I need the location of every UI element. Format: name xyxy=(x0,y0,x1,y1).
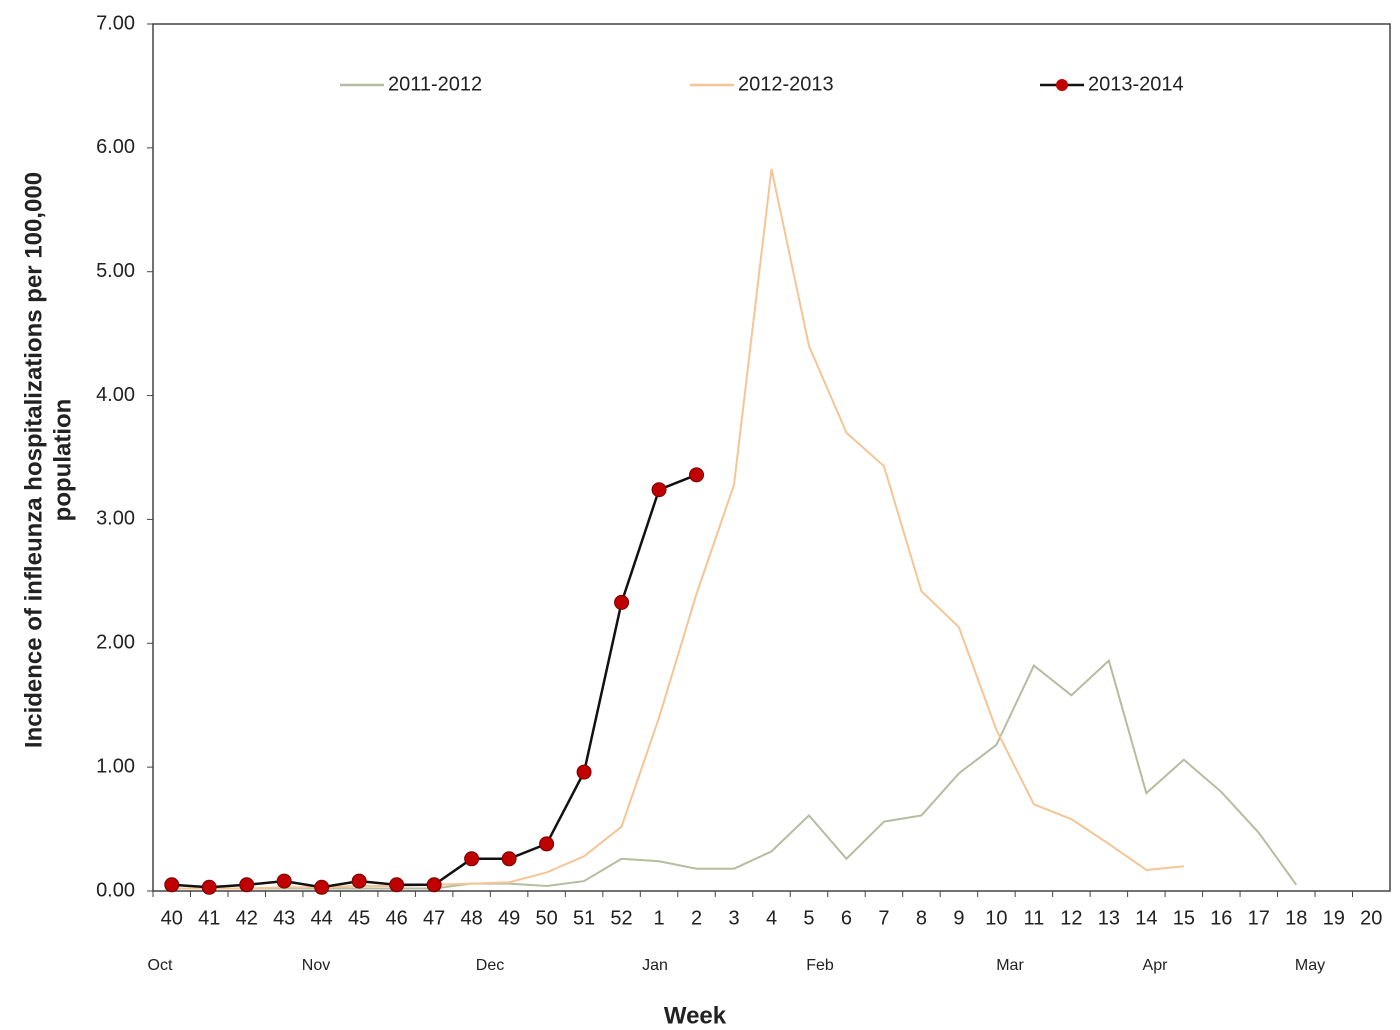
x-tick-label: 40 xyxy=(161,907,183,929)
y-axis-label: Incidence of infleunza hospitalizations … xyxy=(20,172,47,748)
legend-label: 2011-2012 xyxy=(388,73,482,95)
marker xyxy=(576,764,592,780)
x-tick-label: 43 xyxy=(273,907,295,929)
x-tick-label: 8 xyxy=(916,907,927,929)
y-tick-label: 1.00 xyxy=(96,755,135,777)
x-tick-label: 11 xyxy=(1024,907,1045,929)
series-line xyxy=(171,168,1184,890)
x-tick-label: 52 xyxy=(610,907,632,929)
x-tick-label: 45 xyxy=(348,907,370,929)
x-tick-label: 41 xyxy=(198,907,220,929)
legend-label: 2012-2013 xyxy=(738,73,834,95)
marker xyxy=(614,594,630,610)
y-tick-label: 3.00 xyxy=(96,508,135,530)
x-tick-label: 48 xyxy=(460,907,482,929)
x-tick-label: 17 xyxy=(1248,907,1270,929)
marker xyxy=(464,851,480,867)
month-label: Mar xyxy=(996,957,1024,974)
x-tick-label: 20 xyxy=(1360,907,1382,929)
x-tick-label: 4 xyxy=(766,907,777,929)
x-tick-label: 51 xyxy=(573,907,595,929)
x-tick-label: 14 xyxy=(1135,907,1157,929)
marker xyxy=(426,877,442,893)
y-tick-label: 2.00 xyxy=(96,632,135,654)
marker xyxy=(201,879,217,895)
y-tick-label: 5.00 xyxy=(96,260,135,282)
x-tick-label: 6 xyxy=(841,907,852,929)
x-tick-label: 46 xyxy=(386,907,408,929)
legend-marker xyxy=(1056,79,1068,91)
x-tick-label: 42 xyxy=(236,907,258,929)
x-tick-label: 49 xyxy=(498,907,520,929)
plot-frame xyxy=(152,23,1391,892)
marker xyxy=(276,873,292,889)
x-tick-label: 10 xyxy=(985,907,1007,929)
x-tick-label: 1 xyxy=(653,907,664,929)
x-tick-label: 19 xyxy=(1323,907,1345,929)
x-tick-label: 9 xyxy=(953,907,964,929)
y-tick-label: 7.00 xyxy=(96,12,135,34)
month-label: Feb xyxy=(806,957,834,974)
marker xyxy=(351,873,367,889)
month-label: Jan xyxy=(642,957,668,974)
marker xyxy=(651,482,667,498)
x-tick-label: 12 xyxy=(1060,907,1082,929)
y-axis-label: population xyxy=(49,399,76,522)
x-tick-label: 50 xyxy=(535,907,557,929)
x-tick-label: 2 xyxy=(691,907,702,929)
marker xyxy=(501,851,517,867)
marker xyxy=(239,877,255,893)
y-tick-label: 0.00 xyxy=(96,879,135,901)
x-tick-label: 18 xyxy=(1285,907,1307,929)
marker xyxy=(164,877,180,893)
y-tick-label: 4.00 xyxy=(96,384,135,406)
x-axis-label: Week xyxy=(664,1002,727,1029)
marker xyxy=(314,879,330,895)
legend-label: 2013-2014 xyxy=(1088,73,1184,95)
x-tick-label: 15 xyxy=(1173,907,1195,929)
x-tick-label: 13 xyxy=(1098,907,1120,929)
series-line xyxy=(171,658,1298,890)
month-label: Dec xyxy=(476,957,504,974)
x-tick-label: 16 xyxy=(1210,907,1232,929)
x-tick-label: 47 xyxy=(423,907,445,929)
x-tick-label: 5 xyxy=(803,907,814,929)
month-label: Nov xyxy=(302,957,330,974)
x-tick-label: 7 xyxy=(878,907,889,929)
month-label: Oct xyxy=(148,957,173,974)
month-label: May xyxy=(1295,957,1325,974)
y-tick-label: 6.00 xyxy=(96,136,135,158)
marker xyxy=(389,877,405,893)
month-label: Apr xyxy=(1143,957,1169,974)
x-tick-label: 3 xyxy=(728,907,739,929)
series-line xyxy=(171,473,697,889)
marker xyxy=(689,467,705,483)
x-tick-label: 44 xyxy=(311,907,333,929)
marker xyxy=(539,836,555,852)
